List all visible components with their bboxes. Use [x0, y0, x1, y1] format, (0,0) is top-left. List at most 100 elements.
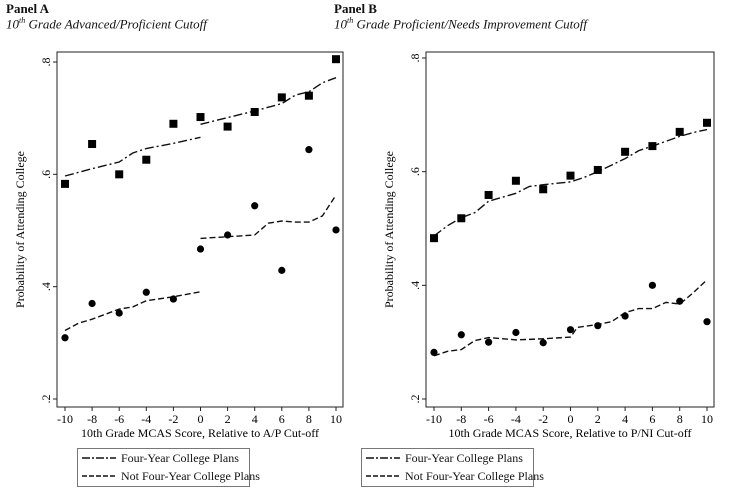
- legend-item-four-year: Four-Year College Plans: [362, 449, 533, 467]
- x-tick-label: 2: [225, 412, 231, 426]
- not-four-year-data-point: [512, 328, 520, 337]
- y-tick-label: .4: [408, 281, 422, 290]
- x-tick-label: -2: [538, 412, 548, 426]
- not-four-year-data-point: [142, 288, 150, 296]
- four-year-data-point: [484, 190, 493, 199]
- not-four-year-fit-line: [64, 291, 201, 332]
- not-four-year-data-point: [278, 266, 286, 274]
- subtitle-rest: Grade Advanced/Proficient Cutoff: [25, 16, 207, 32]
- not-four-year-data-point: [648, 281, 657, 289]
- x-tick-label: -10: [57, 412, 73, 426]
- x-tick-label: 4: [252, 412, 258, 426]
- y-tick-label: .8: [408, 54, 422, 63]
- x-tick-label: 2: [595, 412, 601, 426]
- not-four-year-data-point: [621, 312, 629, 320]
- legend-label: Not Four-Year College Plans: [405, 468, 544, 483]
- subtitle-num: 10: [334, 16, 347, 32]
- not-four-year-data-point: [169, 295, 177, 303]
- dash-dot-line-icon: [82, 457, 116, 459]
- plot-frame: [56, 51, 344, 408]
- four-year-data-point: [304, 91, 313, 100]
- plot-frame: [425, 51, 715, 408]
- four-year-data-point: [115, 170, 124, 179]
- x-tick-label: 8: [677, 412, 683, 426]
- not-four-year-data-point: [305, 146, 313, 154]
- y-tick-label: .4: [39, 282, 53, 291]
- not-four-year-data-point: [594, 322, 602, 330]
- x-tick-label: 0: [568, 412, 574, 426]
- x-tick-label: 10: [330, 412, 342, 426]
- x-tick-label: 8: [306, 412, 312, 426]
- not-four-year-fit-line: [433, 279, 708, 357]
- four-year-data-point: [169, 119, 178, 128]
- legend-item-not-four-year: Not Four-Year College Plans: [78, 467, 260, 485]
- x-tick-label: -6: [114, 412, 124, 426]
- four-year-fit-line: [64, 136, 201, 177]
- four-year-data-point: [430, 234, 438, 243]
- four-year-data-point: [511, 176, 520, 185]
- legend-label: Four-Year College Plans: [121, 450, 239, 465]
- x-tick-label: 10: [701, 412, 713, 426]
- x-tick-label: -6: [484, 412, 494, 426]
- legend-label: Four-Year College Plans: [405, 450, 523, 465]
- not-four-year-data-point: [88, 299, 96, 308]
- dash-line-icon: [366, 475, 400, 477]
- y-tick-label: .8: [39, 58, 53, 67]
- not-four-year-fit-line: [200, 194, 337, 240]
- subtitle-num: 10: [6, 16, 19, 32]
- panel-b-title: Panel B: [334, 1, 377, 16]
- x-tick-label: 4: [622, 412, 628, 426]
- x-axis-label: 10th Grade MCAS Score, Relative to P/NI …: [448, 426, 691, 440]
- y-axis-label: Probability of Attending College: [382, 151, 396, 308]
- four-year-data-point: [539, 185, 548, 194]
- four-year-data-point: [621, 147, 630, 156]
- four-year-data-point: [277, 93, 286, 102]
- y-tick-label: .2: [408, 395, 422, 404]
- not-four-year-data-point: [196, 245, 205, 253]
- panel-a-title: Panel A: [6, 1, 49, 16]
- x-tick-label: -8: [456, 412, 466, 426]
- four-year-data-point: [703, 118, 711, 127]
- not-four-year-data-point: [115, 309, 123, 317]
- legend-item-not-four-year: Not Four-Year College Plans: [362, 467, 544, 485]
- panel-b-subtitle: 10th Grade Proficient/Needs Improvement …: [334, 16, 587, 32]
- four-year-data-point: [457, 214, 466, 223]
- not-four-year-data-point: [251, 202, 259, 210]
- four-year-data-point: [332, 55, 340, 64]
- subtitle-sup: th: [19, 16, 26, 25]
- not-four-year-data-point: [566, 326, 575, 334]
- four-year-data-point: [675, 127, 684, 136]
- x-tick-label: 0: [198, 412, 204, 426]
- dash-line-icon: [82, 475, 116, 477]
- y-tick-label: .6: [408, 167, 422, 176]
- y-axis-label: Probability of Attending College: [13, 151, 27, 308]
- y-tick-label: .2: [39, 395, 53, 404]
- four-year-data-point: [196, 113, 205, 122]
- four-year-data-point: [142, 155, 151, 164]
- four-year-data-point: [88, 140, 97, 149]
- four-year-data-point: [223, 122, 232, 131]
- panel-a-legend: Four-Year College Plans Not Four-Year Co…: [77, 448, 260, 487]
- subtitle-rest: Grade Proficient/Needs Improvement Cutof…: [353, 16, 587, 32]
- not-four-year-data-point: [485, 338, 493, 346]
- not-four-year-data-point: [539, 339, 547, 347]
- x-tick-label: -10: [426, 412, 442, 426]
- not-four-year-data-point: [332, 226, 340, 234]
- subtitle-sup: th: [347, 16, 354, 25]
- not-four-year-data-point: [61, 334, 69, 342]
- x-axis-label: 10th Grade MCAS Score, Relative to A/P C…: [81, 426, 319, 440]
- x-tick-label: -8: [87, 412, 97, 426]
- not-four-year-data-point: [457, 331, 465, 339]
- legend-item-four-year: Four-Year College Plans: [78, 449, 249, 467]
- panel-b-legend: Four-Year College Plans Not Four-Year Co…: [361, 448, 544, 487]
- x-tick-label: 6: [649, 412, 655, 426]
- legend-label: Not Four-Year College Plans: [121, 468, 260, 483]
- y-tick-label: .6: [39, 170, 53, 179]
- x-tick-label: -4: [141, 412, 151, 426]
- four-year-data-point: [593, 165, 602, 174]
- panel-a-subtitle: 10th Grade Advanced/Proficient Cutoff: [6, 16, 207, 32]
- four-year-data-point: [648, 142, 657, 151]
- four-year-data-point: [250, 107, 259, 116]
- four-year-data-point: [566, 171, 575, 180]
